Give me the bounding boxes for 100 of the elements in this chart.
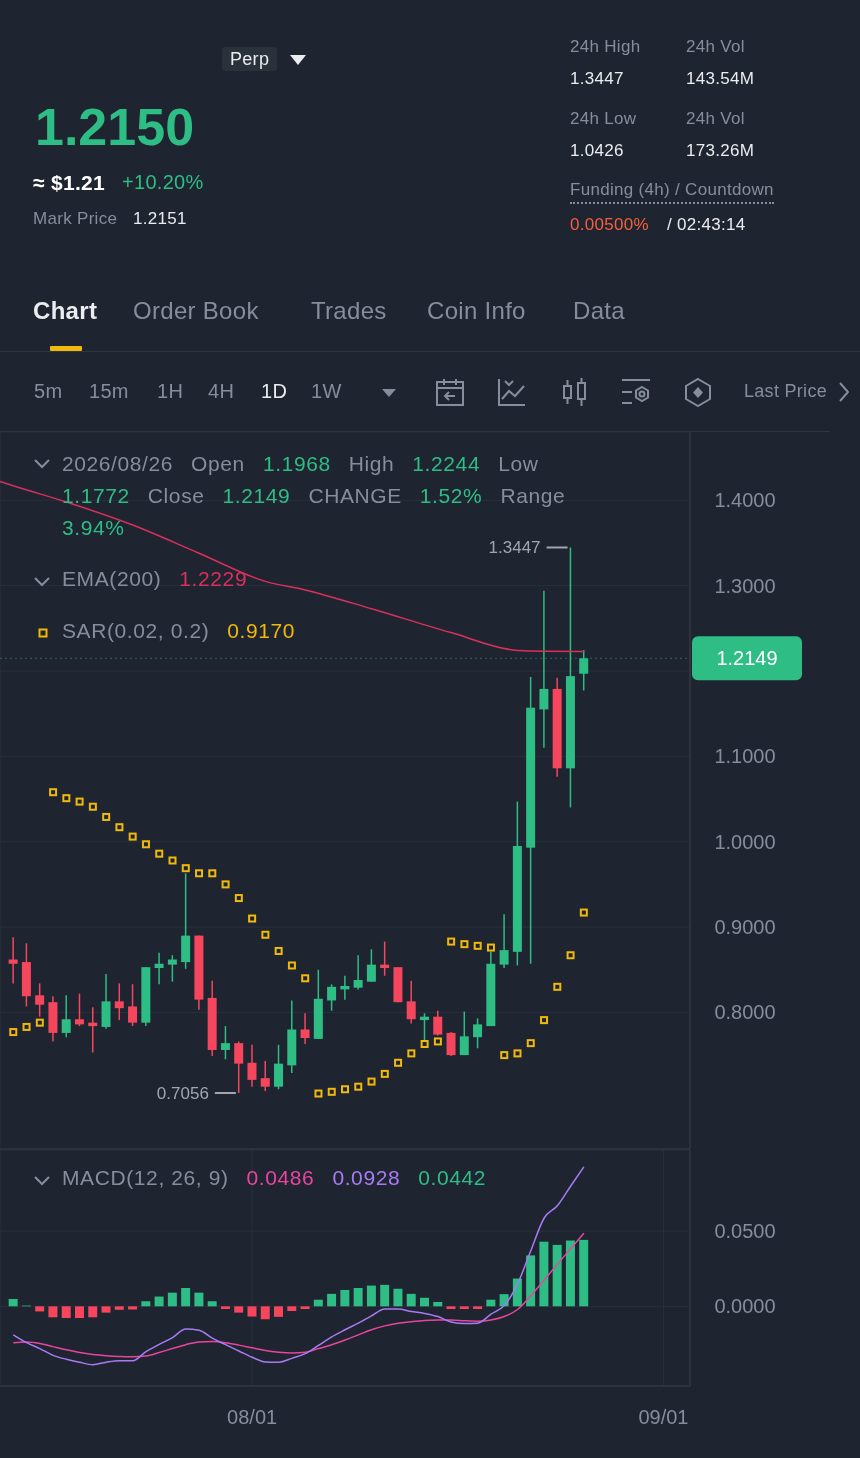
text: Last Price [744,381,828,401]
point [407,1049,416,1058]
bar [274,1306,284,1317]
annotation: Close [147,483,205,509]
bar [260,1306,270,1320]
candlestick [274,1044,284,1090]
y-tick-label: 0.0000 [714,1295,776,1318]
candlestick [8,936,18,985]
text: 15m [89,380,129,402]
y-tick-label: 0.0500 [714,1220,776,1243]
point [195,869,204,878]
candlestick [300,1012,310,1045]
point [102,812,111,821]
point [62,794,71,803]
annotation: 0.7056 [156,1084,209,1104]
candlestick [539,590,549,749]
bar [300,1306,310,1310]
annotation: High [348,451,395,477]
text: 1.2150 [35,98,195,156]
text: 173.26M [686,141,755,160]
bar [380,1284,390,1307]
annotation: 1.2229 [179,567,248,590]
bar [366,1285,376,1307]
annotation: 0.0486 [246,1166,315,1189]
point [314,1089,323,1098]
bar [194,1292,204,1307]
point [433,1037,442,1046]
point [420,1040,429,1049]
bar [141,1301,151,1307]
point [579,908,588,917]
bar [393,1288,403,1307]
bar [313,1299,323,1307]
point [526,1039,535,1048]
text: 4H [208,380,235,402]
point [141,840,150,849]
line-series [12,1166,585,1366]
text: 5m [34,380,63,402]
point [208,869,217,878]
point [181,864,190,873]
bar [579,1239,589,1307]
bar [433,1301,443,1307]
bar [473,1306,483,1310]
annotation: 1.2244 [412,451,481,477]
point [9,1028,18,1037]
bar [459,1306,469,1310]
line-series [12,1232,585,1358]
bar [287,1306,297,1311]
bar [74,1306,84,1319]
bar [220,1306,230,1310]
candlestick [327,983,337,1012]
legend-title: MACD(12, 26, 9) [62,1166,229,1189]
point [261,930,270,939]
bar [340,1289,350,1307]
text: 24h High [570,37,641,56]
text: 1D [261,380,288,402]
candlestick [446,1031,456,1057]
x-tick-label: 09/01 [638,1406,689,1428]
bar [114,1306,124,1310]
candlestick [579,649,589,692]
point [447,937,456,946]
candlestick [61,994,71,1038]
point [473,941,482,950]
bar [101,1306,111,1313]
point [248,914,257,923]
y-tick-label: 1.4000 [714,489,776,512]
point [327,1087,336,1096]
text: Funding (4h) / Countdown [570,180,774,204]
bar [406,1293,416,1307]
text: 24h Vol [686,37,745,56]
point [75,797,84,806]
bar [35,1306,45,1312]
bar [128,1306,138,1310]
text: Order Book [133,297,259,324]
text: Mark Price [33,209,118,228]
candlestick [114,982,124,1021]
bar [167,1292,177,1307]
text: Data [573,297,625,324]
point [354,1082,363,1091]
point [540,1016,549,1025]
annotation: CHANGE [308,483,402,509]
text: ≈ $1.21 [33,171,106,194]
candlestick [220,1025,230,1061]
annotation: 0.0928 [332,1166,401,1189]
point [394,1058,403,1067]
candlestick [74,992,84,1027]
candlestick [154,951,164,986]
annotation: 1.2149 [222,483,291,509]
point [155,849,164,858]
point [234,894,243,903]
annotation: 3.94% [62,515,125,541]
annotation: 0.0442 [418,1166,487,1189]
annotation: 1.52% [419,483,483,509]
bar [154,1296,164,1307]
point [128,832,137,841]
bar [446,1306,456,1310]
ref-line-label: 1.2149 [716,647,778,670]
point [553,982,562,991]
y-tick-label: 1.1000 [714,745,776,768]
annotation: Open [191,451,245,477]
bar [419,1297,429,1307]
